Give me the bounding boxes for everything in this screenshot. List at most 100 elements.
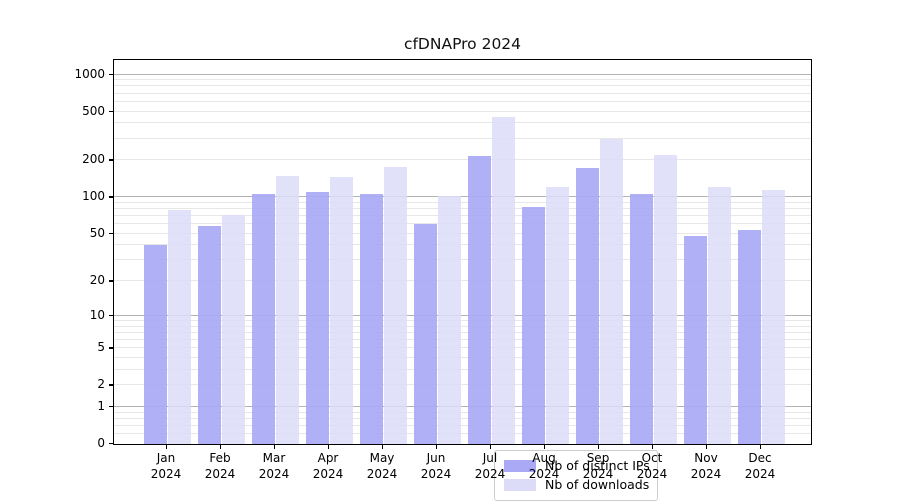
gridline-y-9 xyxy=(114,319,811,321)
y-tick-mark xyxy=(109,347,113,349)
gridline-y-0.6 xyxy=(114,417,811,419)
x-tick-label-feb: Feb 2024 xyxy=(204,451,236,481)
legend-label-downloads: Nb of downloads xyxy=(545,477,650,492)
gridline-y-2 xyxy=(114,384,811,386)
x-tick-label-sep: Sep 2024 xyxy=(582,451,614,481)
gridline-y-20 xyxy=(114,280,811,282)
y-tick-mark xyxy=(109,196,113,198)
gridline-y-200 xyxy=(114,159,811,161)
x-tick-label-aug: Aug 2024 xyxy=(528,451,560,481)
x-tick-mark xyxy=(165,445,167,449)
y-tick-label-10: 10 xyxy=(89,307,105,322)
y-tick-label-500: 500 xyxy=(82,103,105,118)
gridline-y-5 xyxy=(114,347,811,349)
gridline-y-30 xyxy=(114,259,811,261)
bar-nb-of-distinct-ips-apr xyxy=(305,192,329,444)
y-tick-mark xyxy=(109,232,113,235)
bar-nb-of-distinct-ips-feb xyxy=(197,225,221,444)
legend: Nb of distinct IPs Nb of downloads xyxy=(494,450,658,501)
y-tick-label-1000: 1000 xyxy=(74,66,105,81)
gridline-y-500 xyxy=(114,110,811,112)
bar-nb-of-downloads-oct xyxy=(653,155,677,444)
plot-inner xyxy=(114,60,811,444)
x-tick-label-jan: Jan 2024 xyxy=(150,451,182,481)
bar-nb-of-distinct-ips-dec xyxy=(737,229,761,444)
y-tick-label-0: 0 xyxy=(97,436,105,450)
bar-nb-of-distinct-ips-may xyxy=(359,193,383,444)
gridline-y-100 xyxy=(114,196,811,198)
legend-label-distinct-ips: Nb of distinct IPs xyxy=(545,458,650,473)
gridline-y-80 xyxy=(114,208,811,209)
bar-nb-of-downloads-sep xyxy=(599,139,623,444)
y-tick-label-5: 5 xyxy=(97,340,105,355)
x-tick-mark xyxy=(759,445,761,449)
x-tick-label-mar: Mar 2024 xyxy=(258,451,290,481)
legend-item: Nb of distinct IPs xyxy=(504,456,650,475)
y-tick-mark xyxy=(109,384,113,386)
bar-nb-of-distinct-ips-jul xyxy=(467,156,491,444)
plot-area: Nb of distinct IPs Nb of downloads xyxy=(113,59,812,501)
x-tick-label-may: May 2024 xyxy=(366,451,398,481)
gridline-y-400 xyxy=(114,122,811,124)
gridline-y-1000 xyxy=(114,73,811,75)
x-tick-label-apr: Apr 2024 xyxy=(312,451,344,481)
gridline-y-0.8 xyxy=(114,411,811,413)
chart-title: cfDNAPro 2024 xyxy=(403,35,522,53)
legend-swatch-downloads xyxy=(504,478,536,491)
x-tick-label-nov: Nov 2024 xyxy=(690,451,722,481)
gridline-y-70 xyxy=(114,215,811,216)
gridline-y-1 xyxy=(114,405,811,407)
gridline-y-50 xyxy=(114,232,811,234)
gridline-y-8 xyxy=(114,325,811,327)
x-tick-mark xyxy=(435,445,437,449)
x-tick-mark xyxy=(489,445,491,449)
gridline-y-4 xyxy=(114,356,811,358)
gridline-y-700 xyxy=(114,92,811,94)
y-tick-label-2: 2 xyxy=(97,377,105,392)
x-tick-label-jul: Jul 2024 xyxy=(474,451,506,481)
y-tick-mark xyxy=(109,110,113,112)
x-tick-label-oct: Oct 2024 xyxy=(636,451,668,481)
bar-nb-of-distinct-ips-sep xyxy=(575,168,599,444)
gridline-y-900 xyxy=(114,79,811,81)
bar-nb-of-downloads-may xyxy=(383,167,407,444)
x-tick-mark xyxy=(381,445,383,449)
gridline-y-10 xyxy=(114,314,811,316)
bar-nb-of-distinct-ips-mar xyxy=(251,193,275,444)
y-tick-mark xyxy=(109,159,113,161)
gridline-y-6 xyxy=(114,338,811,340)
y-tick-mark xyxy=(109,73,113,75)
gridline-y-300 xyxy=(114,137,811,139)
x-tick-mark xyxy=(327,445,329,449)
bar-nb-of-distinct-ips-jun xyxy=(413,224,437,444)
gridline-y-0.2 xyxy=(114,433,811,435)
legend-swatch-distinct-ips xyxy=(504,459,536,472)
x-tick-label-jun: Jun 2024 xyxy=(420,451,452,481)
y-tick-label-1: 1 xyxy=(97,398,105,413)
bar-nb-of-distinct-ips-nov xyxy=(683,235,707,444)
gridline-y-3 xyxy=(114,368,811,370)
y-tick-label-200: 200 xyxy=(82,152,105,167)
legend-item: Nb of downloads xyxy=(504,475,650,494)
bar-nb-of-downloads-feb xyxy=(221,214,245,444)
x-tick-mark xyxy=(273,445,275,449)
x-tick-mark xyxy=(543,445,545,449)
bar-nb-of-downloads-dec xyxy=(761,190,785,444)
bar-nb-of-distinct-ips-oct xyxy=(629,194,653,444)
bar-nb-of-downloads-jul xyxy=(491,117,515,444)
x-tick-label-dec: Dec 2024 xyxy=(744,451,776,481)
y-tick-label-50: 50 xyxy=(89,225,105,240)
bar-nb-of-downloads-nov xyxy=(707,187,731,444)
gridline-y-600 xyxy=(114,100,811,102)
y-tick-mark xyxy=(109,314,113,317)
gridline-y-0.4 xyxy=(114,425,811,426)
y-tick-label-100: 100 xyxy=(82,189,105,204)
y-tick-mark xyxy=(109,443,113,445)
gridline-y-60 xyxy=(114,223,811,225)
bar-nb-of-downloads-apr xyxy=(329,177,353,444)
gridline-y-800 xyxy=(114,85,811,87)
x-tick-mark xyxy=(651,445,653,449)
bar-nb-of-distinct-ips-jan xyxy=(143,245,167,444)
gridline-y-90 xyxy=(114,201,811,203)
